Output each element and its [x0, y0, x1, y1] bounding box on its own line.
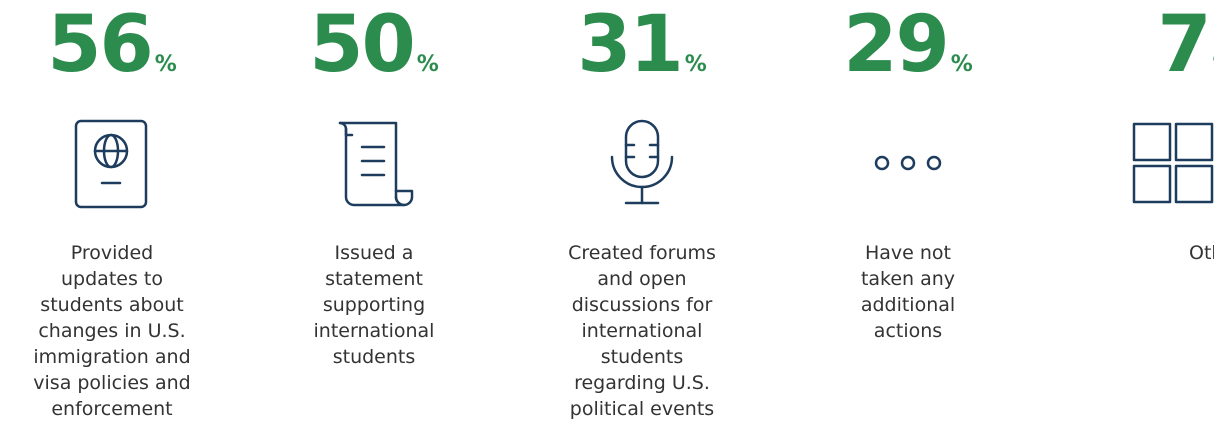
ellipsis-icon: [874, 155, 942, 171]
label-line: additional: [860, 294, 956, 316]
stat-column: 7% Other: [1056, 0, 1214, 266]
grid-icon: [1132, 122, 1214, 204]
stat-value: 50%: [254, 0, 494, 90]
label-line: changes in U.S.: [38, 320, 186, 342]
percent-sign: %: [154, 52, 177, 77]
percent-number: 7: [1157, 0, 1211, 90]
label-line: immigration and: [33, 346, 191, 368]
percent-number: 50: [309, 0, 416, 90]
microphone-icon: [610, 119, 674, 205]
icon: [0, 98, 232, 228]
percent-sign: %: [1213, 52, 1214, 77]
label-line: visa policies and: [33, 372, 191, 394]
percent-number: 56: [47, 0, 154, 90]
icon: [1056, 98, 1214, 228]
icon: [522, 98, 762, 228]
label-line: political events: [569, 398, 715, 420]
label-line: international: [313, 320, 435, 342]
label-line: updates to: [61, 268, 163, 290]
label-line: Other: [1189, 242, 1214, 264]
stat-label: Other: [1056, 240, 1214, 266]
stat-value: 31%: [522, 0, 762, 90]
label-line: statement: [325, 268, 423, 290]
stat-label: Provided updates to students about changes …: [0, 240, 232, 422]
label-line: Have not: [864, 242, 952, 264]
label-line: Issued a: [334, 242, 414, 264]
label-line: taken any: [860, 268, 956, 290]
label-line: international: [581, 320, 703, 342]
stat-column: 50% Issued a statement supporting internati…: [254, 0, 494, 370]
stat-value: 56%: [0, 0, 232, 90]
label-line: actions: [873, 320, 943, 342]
passport-icon: [74, 119, 148, 209]
icon: [254, 98, 494, 228]
label-line: students: [600, 346, 684, 368]
label-line: enforcement: [51, 398, 173, 420]
label-line: Created forums: [568, 242, 716, 264]
stat-column: 29% Have not taken any additional actions: [788, 0, 1028, 344]
label-line: discussions for: [571, 294, 713, 316]
label-line: supporting: [322, 294, 426, 316]
label-line: Provided: [70, 242, 154, 264]
label-line: students about: [40, 294, 184, 316]
stat-column: 56% Provided updates to students about chan…: [0, 0, 232, 422]
label-line: regarding U.S.: [574, 372, 710, 394]
label-line: students: [332, 346, 416, 368]
stat-label: Issued a statement supporting international…: [254, 240, 494, 370]
stat-value: 29%: [788, 0, 1028, 90]
percent-sign: %: [950, 52, 973, 77]
stat-label: Have not taken any additional actions: [788, 240, 1028, 344]
percent-number: 29: [843, 0, 950, 90]
percent-number: 31: [577, 0, 684, 90]
percent-sign: %: [684, 52, 707, 77]
stat-label: Created forums and open discussions for int…: [522, 240, 762, 422]
stat-value: 7%: [1096, 0, 1214, 90]
stat-column: 31% Created forums and open discussions fo…: [522, 0, 762, 422]
icon: [788, 98, 1028, 228]
label-line: and open: [597, 268, 687, 290]
scroll-icon: [338, 121, 414, 207]
percent-sign: %: [416, 52, 439, 77]
